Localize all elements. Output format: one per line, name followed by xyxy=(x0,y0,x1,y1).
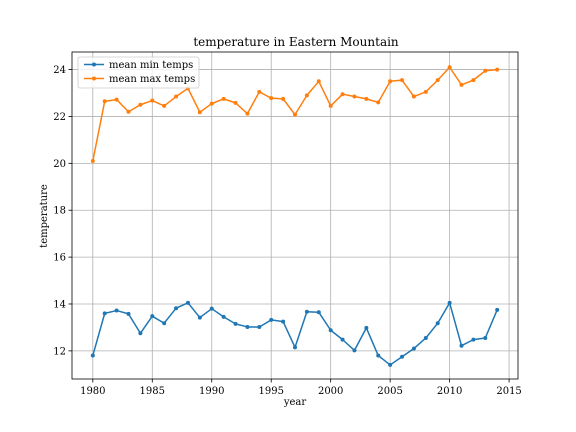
legend-label-max: mean max temps xyxy=(109,74,195,85)
data-point xyxy=(126,311,131,316)
y-tick-label: 22 xyxy=(53,112,66,123)
data-point xyxy=(340,92,345,97)
data-point xyxy=(293,345,297,350)
data-point xyxy=(269,317,274,322)
data-point xyxy=(174,306,179,311)
data-point xyxy=(281,96,286,101)
legend-marker-min xyxy=(92,62,96,67)
y-tick-label: 18 xyxy=(53,206,66,217)
data-point xyxy=(376,100,381,105)
data-point xyxy=(328,103,333,108)
data-point xyxy=(483,68,488,73)
data-point xyxy=(411,94,416,99)
y-tick-label: 16 xyxy=(53,253,66,264)
x-axis-label: year xyxy=(283,397,307,408)
plot-frame xyxy=(71,51,519,380)
data-point xyxy=(495,307,500,312)
data-point xyxy=(162,321,167,326)
data-point xyxy=(328,328,333,333)
data-point xyxy=(245,111,250,116)
data-point xyxy=(185,300,190,305)
data-point xyxy=(304,93,309,98)
data-point xyxy=(376,353,381,358)
y-tick-label: 20 xyxy=(53,159,66,170)
data-point xyxy=(471,78,476,83)
data-point xyxy=(352,348,357,353)
x-tick-label: 2005 xyxy=(377,386,402,397)
data-point xyxy=(459,343,464,348)
data-point xyxy=(233,100,238,105)
data-point xyxy=(197,315,202,320)
data-point xyxy=(174,94,179,99)
data-point xyxy=(471,337,476,342)
data-point xyxy=(209,306,214,311)
y-axis-label: temperature xyxy=(39,184,50,248)
data-point xyxy=(423,89,428,94)
series-line-0 xyxy=(92,302,498,366)
data-point xyxy=(138,331,143,336)
data-point xyxy=(447,300,452,305)
data-point xyxy=(364,96,369,101)
data-point xyxy=(435,321,440,326)
data-point xyxy=(150,314,155,319)
data-point xyxy=(281,319,286,324)
data-point xyxy=(257,324,262,329)
legend: mean min temps mean max temps xyxy=(77,56,200,89)
legend-label-min: mean min temps xyxy=(109,60,193,71)
x-tick-label: 2000 xyxy=(318,386,343,397)
ticks: 1980 1985 1990 1995 2000 2005 2010 2015 12 14 16 18… xyxy=(53,65,522,397)
data-point xyxy=(495,67,500,72)
x-tick-label: 1980 xyxy=(80,386,105,397)
data-point xyxy=(435,78,440,83)
data-point xyxy=(233,321,238,326)
data-point xyxy=(197,110,202,115)
data-point xyxy=(245,324,250,329)
data-point xyxy=(269,96,274,101)
data-point xyxy=(257,89,262,94)
data-point xyxy=(150,98,155,103)
data-point xyxy=(316,79,321,84)
y-tick-label: 24 xyxy=(53,65,66,76)
data-point xyxy=(90,159,95,163)
data-point xyxy=(102,99,107,104)
data-point xyxy=(126,109,131,114)
legend-box xyxy=(77,56,200,89)
data-point xyxy=(221,96,226,101)
data-point xyxy=(340,337,345,342)
data-point xyxy=(400,78,405,83)
x-tick-label: 1985 xyxy=(140,386,165,397)
data-point xyxy=(400,354,405,359)
data-point xyxy=(114,97,119,102)
data-point xyxy=(364,325,369,330)
data-point xyxy=(316,310,321,315)
data-point xyxy=(138,102,143,107)
series-layer xyxy=(90,65,500,367)
x-tick-label: 1990 xyxy=(199,386,224,397)
data-point xyxy=(423,335,428,340)
data-point xyxy=(352,94,357,99)
data-point xyxy=(459,82,464,87)
data-point xyxy=(304,309,309,314)
y-tick-label: 12 xyxy=(53,346,66,357)
data-point xyxy=(221,314,226,319)
data-point xyxy=(114,308,119,313)
data-point xyxy=(293,112,297,117)
chart-title: temperature in Eastern Mountain xyxy=(193,35,399,49)
data-point xyxy=(162,103,167,108)
data-point xyxy=(411,346,416,351)
data-point xyxy=(388,79,393,84)
data-point xyxy=(209,101,214,106)
x-tick-label: 2010 xyxy=(437,386,462,397)
y-tick-label: 14 xyxy=(53,299,66,310)
data-point xyxy=(483,335,488,340)
x-tick-label: 2015 xyxy=(496,386,521,397)
data-point xyxy=(90,353,95,358)
data-point xyxy=(102,311,107,316)
x-tick-label: 1995 xyxy=(258,386,283,397)
data-point xyxy=(388,362,393,367)
legend-marker-max xyxy=(92,76,96,81)
data-point xyxy=(447,65,452,70)
